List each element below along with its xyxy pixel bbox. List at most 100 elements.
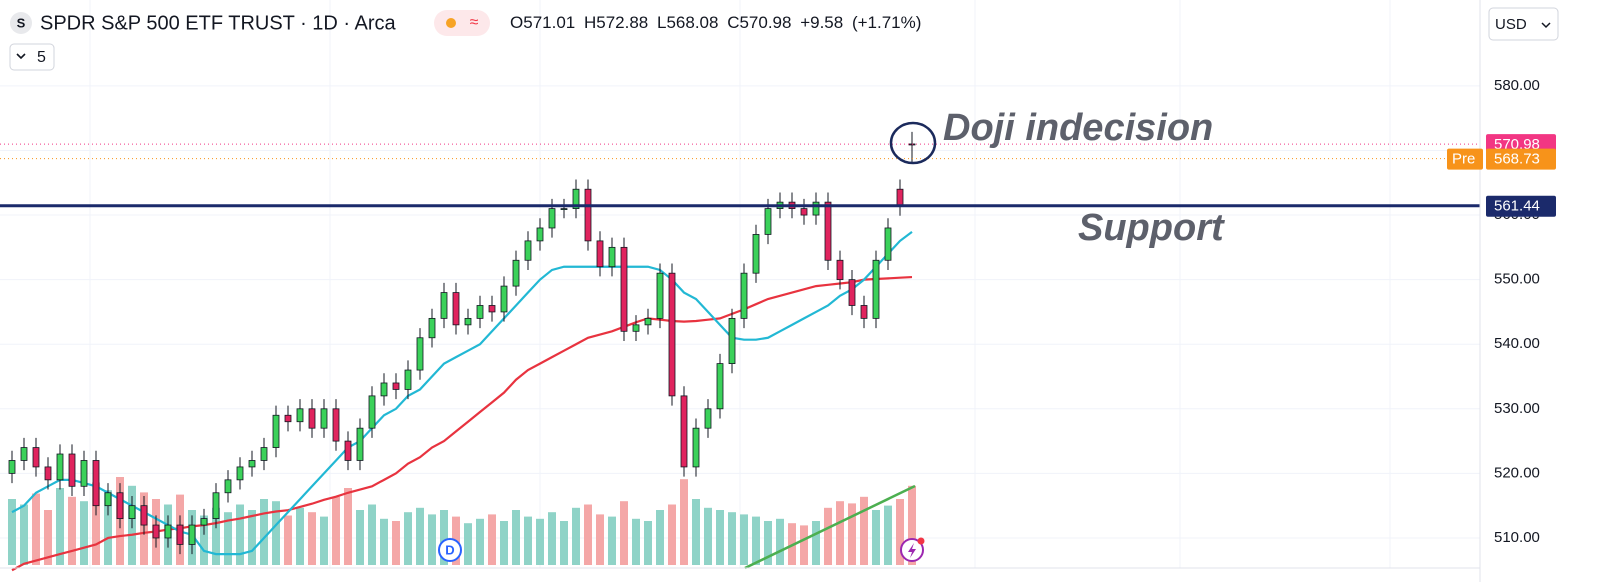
candle-body	[428, 317, 436, 339]
ma-slow	[11, 275, 913, 572]
volume-bar	[584, 504, 592, 565]
volume-bar	[848, 503, 856, 565]
candle-body	[236, 466, 244, 481]
candle-body	[668, 272, 676, 397]
volume-bar	[908, 485, 916, 565]
volume-bar	[320, 516, 328, 565]
candle-body	[704, 408, 712, 429]
volume-bar	[740, 514, 748, 565]
lightning-glyph	[908, 543, 916, 558]
chevron	[16, 53, 26, 60]
event-marker[interactable]: D	[445, 542, 454, 557]
premarket-label: 568.73	[1494, 151, 1540, 168]
candle-body	[824, 201, 832, 261]
candle-body	[8, 460, 16, 474]
volume-bar	[296, 507, 304, 565]
volume-bar	[644, 521, 652, 565]
volume-bar	[656, 510, 664, 565]
volume-bar	[896, 499, 904, 565]
candle-body	[344, 440, 352, 461]
y-tick-label: 550.00	[1494, 271, 1540, 288]
volume-bar	[248, 510, 256, 565]
volume-bar	[236, 504, 244, 565]
interval-value[interactable]: 5	[37, 49, 46, 66]
volume-bar	[704, 507, 712, 565]
volume-bar	[404, 512, 412, 565]
change: +9.58	[800, 13, 843, 32]
low-label: L	[657, 13, 666, 32]
candle-body	[140, 505, 148, 526]
candle-body	[548, 208, 556, 229]
volume-bar	[812, 521, 820, 565]
candle-body	[884, 227, 892, 261]
volume-bar	[356, 510, 364, 565]
candle-body	[692, 427, 700, 468]
candle-body	[848, 279, 856, 306]
interval-menu[interactable]	[9, 43, 55, 71]
candle-body	[164, 524, 172, 539]
volume-bar	[836, 501, 844, 565]
volume-bar	[680, 479, 688, 565]
candle-body	[212, 492, 220, 519]
candle-body	[728, 317, 736, 364]
candle-body	[812, 201, 820, 216]
candle-body	[80, 460, 88, 487]
candle-body	[272, 414, 280, 448]
high-value: 572.88	[596, 13, 648, 32]
candle-body	[104, 492, 112, 507]
volume-bar	[548, 512, 556, 565]
title[interactable]: SPDR S&P 500 ETF TRUST · 1D · Arca	[40, 12, 397, 34]
candle-body	[224, 479, 232, 494]
candle-body	[584, 188, 592, 242]
currency-menu[interactable]	[1488, 7, 1559, 41]
currency[interactable]: USD	[1495, 16, 1527, 33]
volume-bar	[752, 516, 760, 565]
candle-body	[500, 285, 508, 313]
premarket-tag-label: Pre	[1452, 151, 1475, 168]
volume-bar	[104, 490, 112, 565]
event-icon[interactable]	[438, 538, 462, 562]
volume-bar	[56, 488, 64, 565]
candle-body	[656, 272, 664, 319]
candle-body	[44, 466, 52, 481]
volume-bar	[872, 510, 880, 565]
candle-body	[632, 324, 640, 332]
candle-body	[488, 305, 496, 313]
candle-body	[464, 317, 472, 326]
open-value: 571.01	[523, 13, 575, 32]
y-tick-label: 580.00	[1494, 77, 1540, 94]
close-label: C	[727, 13, 739, 32]
volume-bar	[716, 510, 724, 565]
volume-bar	[380, 518, 388, 565]
candle-body	[764, 208, 772, 235]
candle-body	[452, 292, 460, 326]
volume-bar	[332, 496, 340, 565]
volume-bar	[608, 516, 616, 565]
session-pill[interactable]	[434, 10, 490, 36]
candle-body	[368, 395, 376, 429]
volume-bar	[20, 504, 28, 565]
low-value: 568.08	[666, 13, 718, 32]
candle-body	[440, 292, 448, 319]
volume-bar	[224, 512, 232, 565]
volume-bar	[344, 488, 352, 565]
premarket-box	[1486, 148, 1556, 170]
support-box	[1486, 195, 1556, 217]
candle-body	[356, 427, 364, 461]
symbol-letter: S	[17, 15, 26, 30]
candle-body	[116, 492, 124, 519]
candle-body	[644, 317, 652, 326]
volume-bar	[8, 499, 16, 565]
volume-bar	[464, 523, 472, 565]
volume-bar	[512, 510, 520, 565]
plot: 510.00520.00530.00540.00550.00560.00570.…	[0, 77, 1540, 572]
y-tick-label: 530.00	[1494, 400, 1540, 417]
volume-bar	[860, 496, 868, 565]
close-value: 570.98	[739, 13, 791, 32]
candle-body	[560, 208, 568, 211]
support-label: Support	[1078, 207, 1225, 249]
premarket-tag	[1447, 148, 1483, 170]
candle-body	[416, 337, 424, 371]
candle-body	[92, 460, 100, 507]
candle-body	[860, 305, 868, 319]
